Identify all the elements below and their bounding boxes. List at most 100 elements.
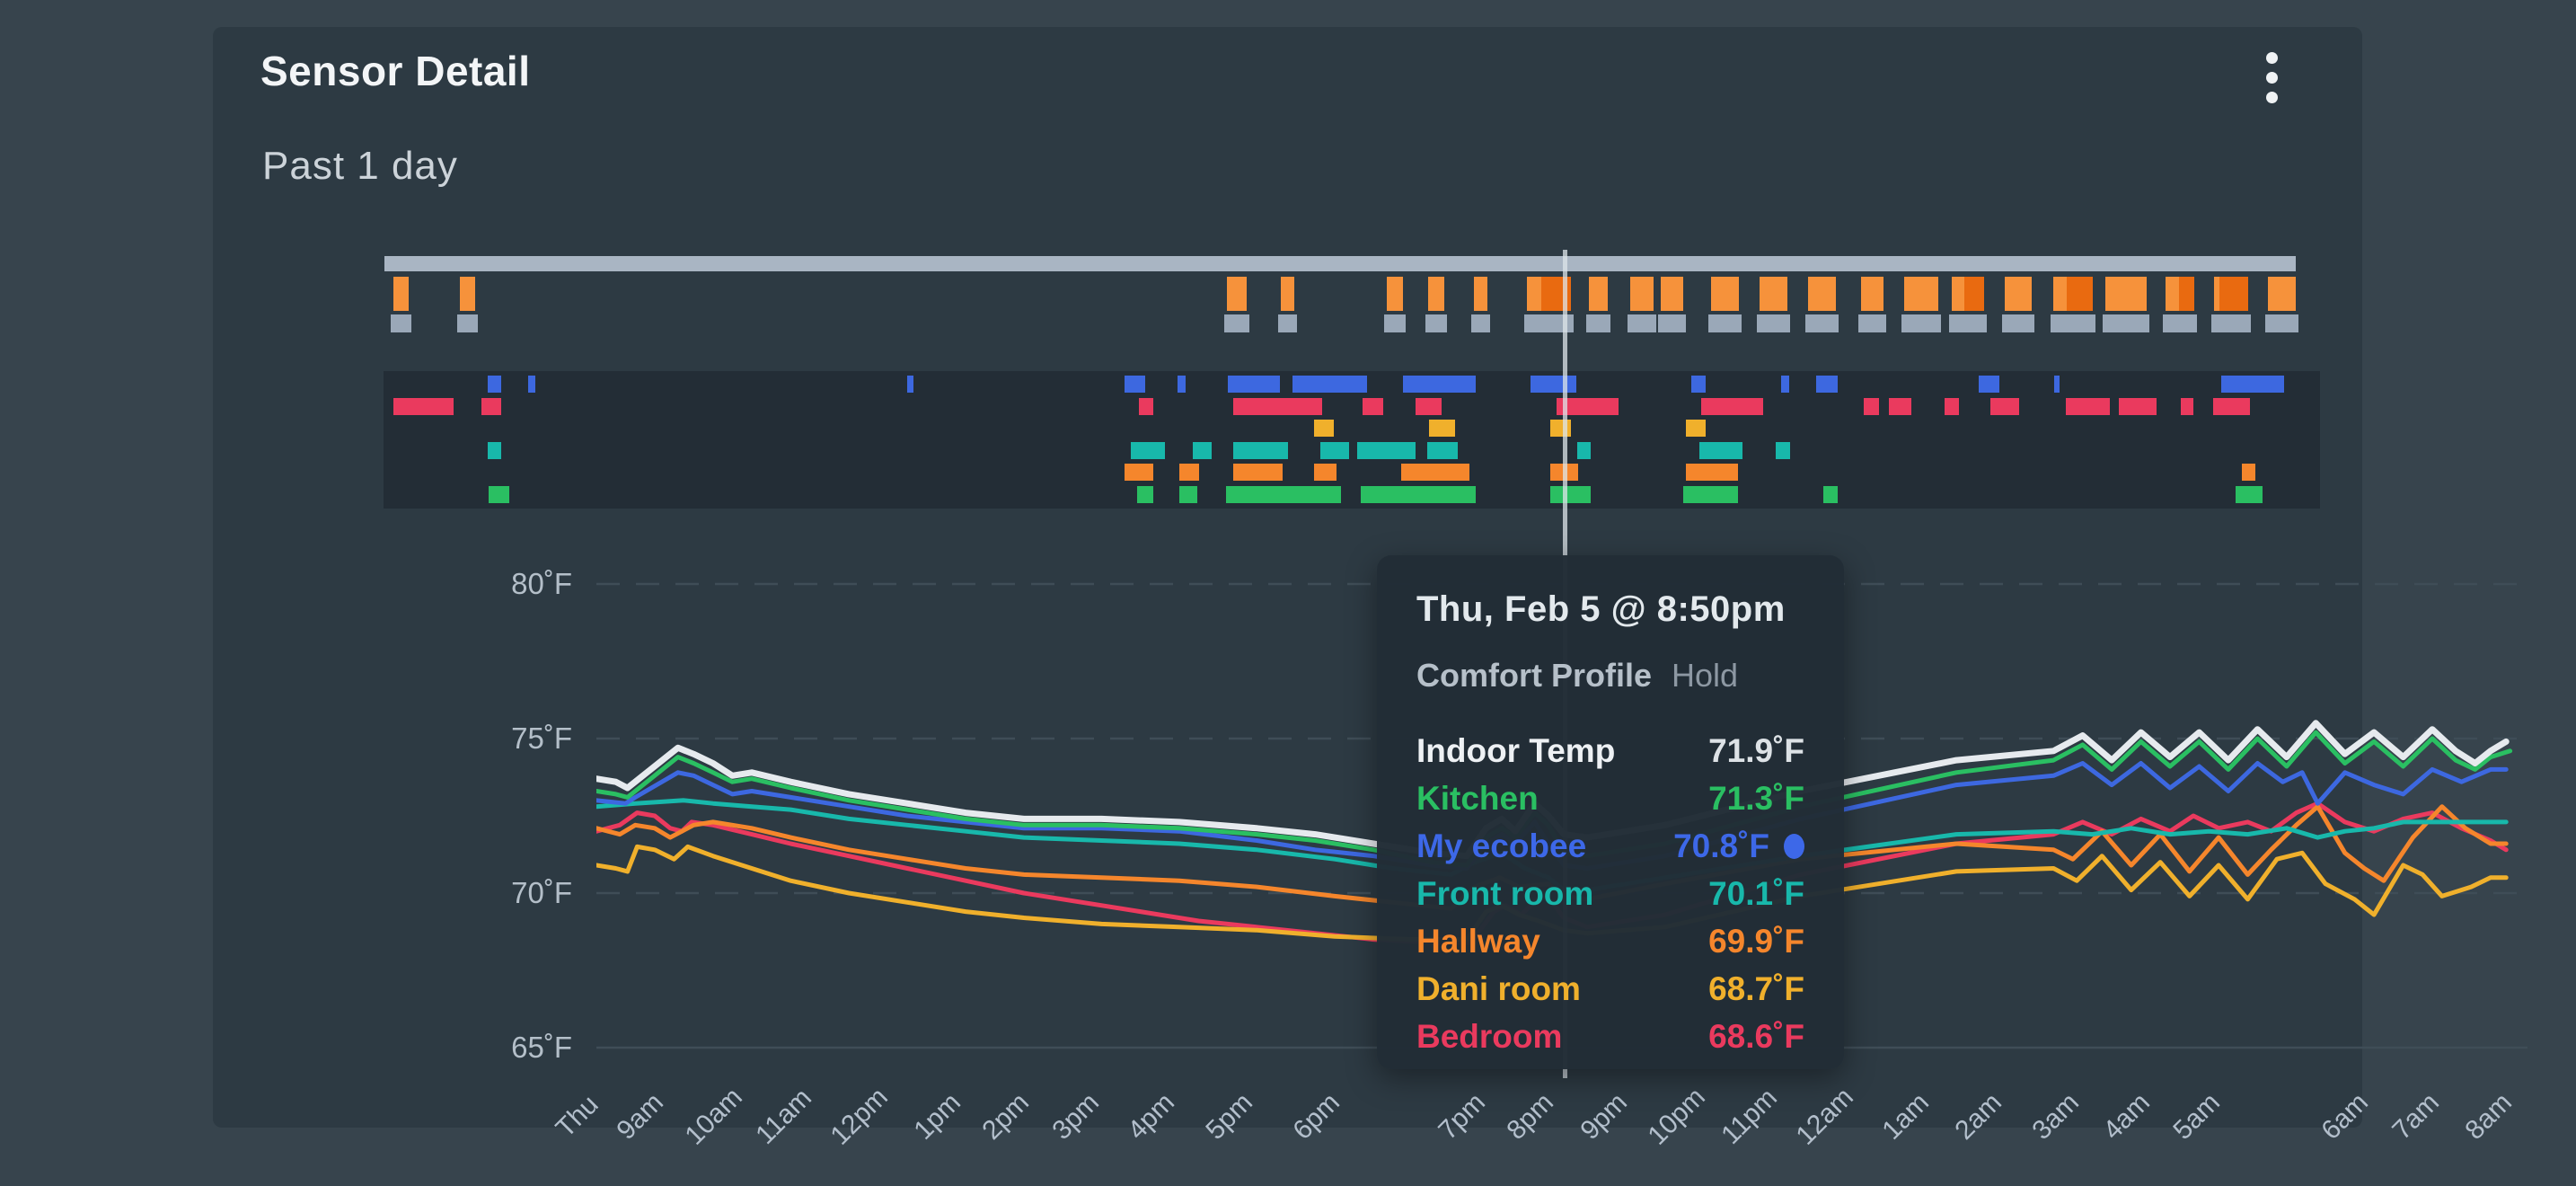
front-room-occupancy-block [1320, 442, 1349, 459]
fan-block [2002, 314, 2034, 332]
x-tick-label-4am: 4am [2097, 1087, 2156, 1146]
fan-block [1901, 314, 1941, 332]
fan-block [2103, 314, 2149, 332]
my-ecobee-occupancy-block [1178, 376, 1186, 393]
tooltip-sensor-name: Indoor Temp [1416, 731, 1616, 769]
heat-block [2005, 277, 2032, 311]
tooltip-sensor-value: 71.9˚F [1708, 731, 1804, 769]
page-title: Sensor Detail [260, 48, 531, 94]
x-tick-label-2am: 2am [1949, 1087, 2007, 1146]
hallway-occupancy-block [1686, 464, 1738, 481]
heat-block [2214, 277, 2219, 311]
heat-block [460, 277, 475, 311]
bedroom-occupancy-block [2213, 398, 2250, 415]
kitchen-occupancy-block [1179, 486, 1197, 503]
bedroom-occupancy-block [2119, 398, 2157, 415]
tooltip-sensor-value: 69.9˚F [1708, 922, 1804, 960]
front-room-occupancy-block [1233, 442, 1288, 459]
dani-room-occupancy-block [1550, 420, 1571, 437]
bedroom-occupancy-block [1864, 398, 1879, 415]
kebab-dot [2265, 91, 2278, 103]
aux-heat-block [2219, 277, 2248, 311]
x-tick-label-5pm: 5pm [1200, 1087, 1258, 1146]
kebab-menu-icon[interactable] [2245, 32, 2298, 122]
comfort-profile-label: Comfort Profile [1416, 657, 1653, 694]
x-tick-label-7am: 7am [2386, 1087, 2445, 1146]
hallway-occupancy-block [1179, 464, 1199, 481]
bedroom-occupancy-block [1233, 398, 1322, 415]
tooltip-sensor-rows: Indoor Temp 71.9˚F Kitchen 71.3˚F My ecobee 7… [1416, 727, 1804, 1060]
my-ecobee-occupancy-block [1781, 376, 1789, 393]
tooltip-sensor-value: 70.1˚F [1708, 874, 1804, 912]
my-ecobee-occupancy-block [2221, 376, 2284, 393]
dani-room-occupancy-block [1429, 420, 1455, 437]
fan-block [1708, 314, 1742, 332]
heat-block [1281, 277, 1294, 311]
kitchen-occupancy-block [1361, 486, 1476, 503]
bedroom-occupancy-block [481, 398, 501, 415]
bedroom-occupancy-block [1363, 398, 1383, 415]
fan-block [1425, 314, 1447, 332]
tooltip-sensor-name: My ecobee [1416, 827, 1587, 864]
tooltip-sensor-value: 70.8˚F [1673, 827, 1770, 864]
tooltip-row-dani-room: Dani room 68.7˚F [1416, 965, 1804, 1013]
bedroom-occupancy-block [1557, 398, 1619, 415]
x-tick-label-6pm: 6pm [1287, 1087, 1345, 1146]
hallway-occupancy-block [1125, 464, 1153, 481]
aux-heat-block [2067, 277, 2093, 311]
heat-block [1527, 277, 1541, 311]
front-room-occupancy-block [1427, 442, 1458, 459]
my-ecobee-occupancy-block [1228, 376, 1280, 393]
hallway-occupancy-block [1401, 464, 1469, 481]
x-tick-label-1am: 1am [1876, 1087, 1935, 1146]
heat-block [1589, 277, 1608, 311]
aux-heat-block [2179, 277, 2194, 311]
kitchen-occupancy-block [1683, 486, 1738, 503]
x-tick-label-6am: 6am [2316, 1087, 2374, 1146]
bedroom-occupancy-block [2181, 398, 2193, 415]
fan-block [1805, 314, 1839, 332]
x-tick-label-1pm: 1pm [908, 1087, 966, 1146]
hvac-activity-strip[interactable] [384, 229, 2298, 332]
fan-block [1586, 314, 1610, 332]
sensor-occupancy-strip[interactable] [384, 371, 2320, 509]
my-ecobee-occupancy-block [488, 376, 501, 393]
kitchen-occupancy-block [1823, 486, 1838, 503]
fan-block [1224, 314, 1249, 332]
tooltip-row-indoor-temp: Indoor Temp 71.9˚F [1416, 727, 1804, 774]
x-tick-label-11pm: 11pm [1716, 1083, 1784, 1151]
hallway-occupancy-block [2242, 464, 2255, 481]
x-tick-label-5am: 5am [2167, 1087, 2226, 1146]
tooltip-row-front-room: Front room 70.1˚F [1416, 870, 1804, 917]
my-ecobee-occupancy-block [1979, 376, 1999, 393]
kebab-dot [2265, 51, 2278, 64]
heat-block [393, 277, 409, 311]
hvac-runtime-bar [384, 256, 2296, 271]
tooltip-timestamp: Thu, Feb 5 @ 8:50pm [1416, 589, 1786, 629]
front-room-occupancy-block [1577, 442, 1591, 459]
fan-block [1278, 314, 1297, 332]
x-tick-label-9am: 9am [611, 1087, 669, 1146]
hallway-occupancy-block [1233, 464, 1283, 481]
heat-block [2166, 277, 2179, 311]
bedroom-occupancy-block [393, 398, 454, 415]
fan-block [2265, 314, 2298, 332]
fan-block [1757, 314, 1790, 332]
x-tick-label-8pm: 8pm [1501, 1087, 1559, 1146]
front-room-occupancy-block [1357, 442, 1416, 459]
my-ecobee-occupancy-block [528, 376, 535, 393]
fan-block [2051, 314, 2095, 332]
dani-room-occupancy-block [1686, 420, 1706, 437]
y-tick-label: 70˚F [511, 876, 572, 909]
kitchen-occupancy-block [1137, 486, 1153, 503]
x-tick-label-3pm: 3pm [1046, 1087, 1105, 1146]
heat-block [1630, 277, 1654, 311]
bedroom-occupancy-block [1139, 398, 1153, 415]
x-tick-label-3am: 3am [2026, 1087, 2085, 1146]
heat-block [2268, 277, 2296, 311]
heat-block [1428, 277, 1444, 311]
x-tick-label-12pm: 12pm [825, 1082, 894, 1151]
heat-block [1861, 277, 1883, 311]
hallway-occupancy-block [1314, 464, 1337, 481]
